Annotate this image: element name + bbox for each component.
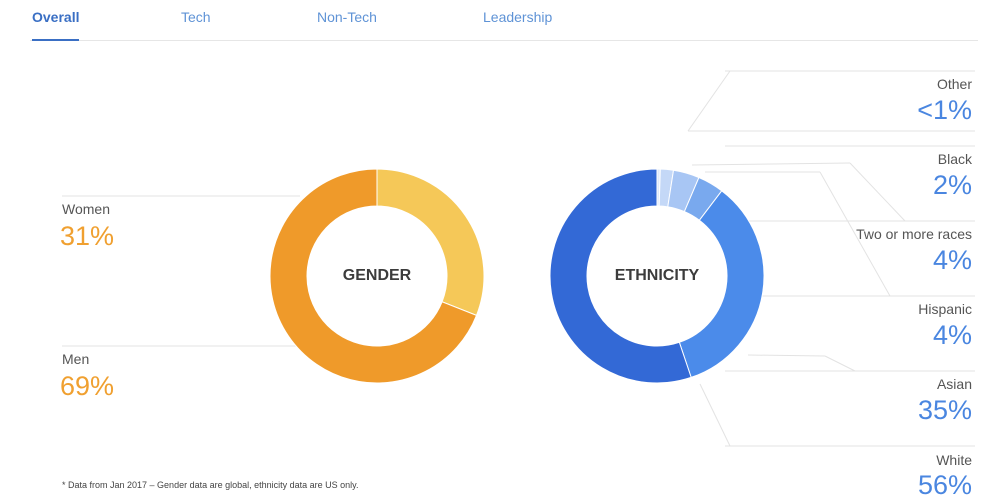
tab-leadership[interactable]: Leadership (483, 9, 553, 25)
legend-women-value: 31% (60, 221, 115, 251)
tab-tech[interactable]: Tech (181, 9, 211, 25)
slice-women (376, 168, 485, 317)
legend-men-value: 69% (60, 371, 115, 401)
ethnicity-center-label: ETHNICITY (614, 267, 700, 284)
slice-asian (678, 190, 765, 379)
legend-white-label: White (936, 452, 972, 468)
legend-asian-value: 35% (917, 395, 972, 425)
footnote: * Data from Jan 2017 – Gender data are g… (62, 480, 359, 490)
legend-black-label: Black (937, 151, 972, 167)
slice-white (549, 168, 692, 384)
legend-hispanic-label: Hispanic (918, 301, 972, 317)
legend-other-label: Other (936, 76, 972, 92)
legend-other-value: <1% (917, 95, 972, 125)
leader-line (849, 162, 906, 222)
leader-line (819, 171, 891, 297)
leader-line (691, 162, 851, 166)
legend-asian-label: Asian (936, 376, 972, 392)
leader-line (747, 354, 826, 357)
tab-overall[interactable]: Overall (32, 9, 80, 41)
tab-non-tech[interactable]: Non-Tech (317, 9, 377, 25)
ethnicity-donut (549, 168, 765, 384)
legend-black-value: 2% (932, 170, 972, 200)
legend-women-label: Women (62, 201, 110, 217)
tab-bar: Overall Tech Non-Tech Leadership (30, 0, 978, 41)
slice-men (269, 168, 478, 384)
legend-white-value: 56% (917, 470, 972, 500)
leader-line (687, 70, 731, 132)
legend-hispanic-value: 4% (932, 320, 972, 350)
leader-line (824, 355, 856, 372)
leader-lines (62, 70, 975, 447)
leader-line (699, 383, 731, 447)
gender-center-label: GENDER (342, 267, 412, 284)
legend-men-label: Men (62, 351, 90, 367)
legend-two-or-more-value: 4% (932, 245, 972, 275)
gender-donut (269, 168, 485, 384)
legend-two-or-more-label: Two or more races (856, 226, 972, 242)
